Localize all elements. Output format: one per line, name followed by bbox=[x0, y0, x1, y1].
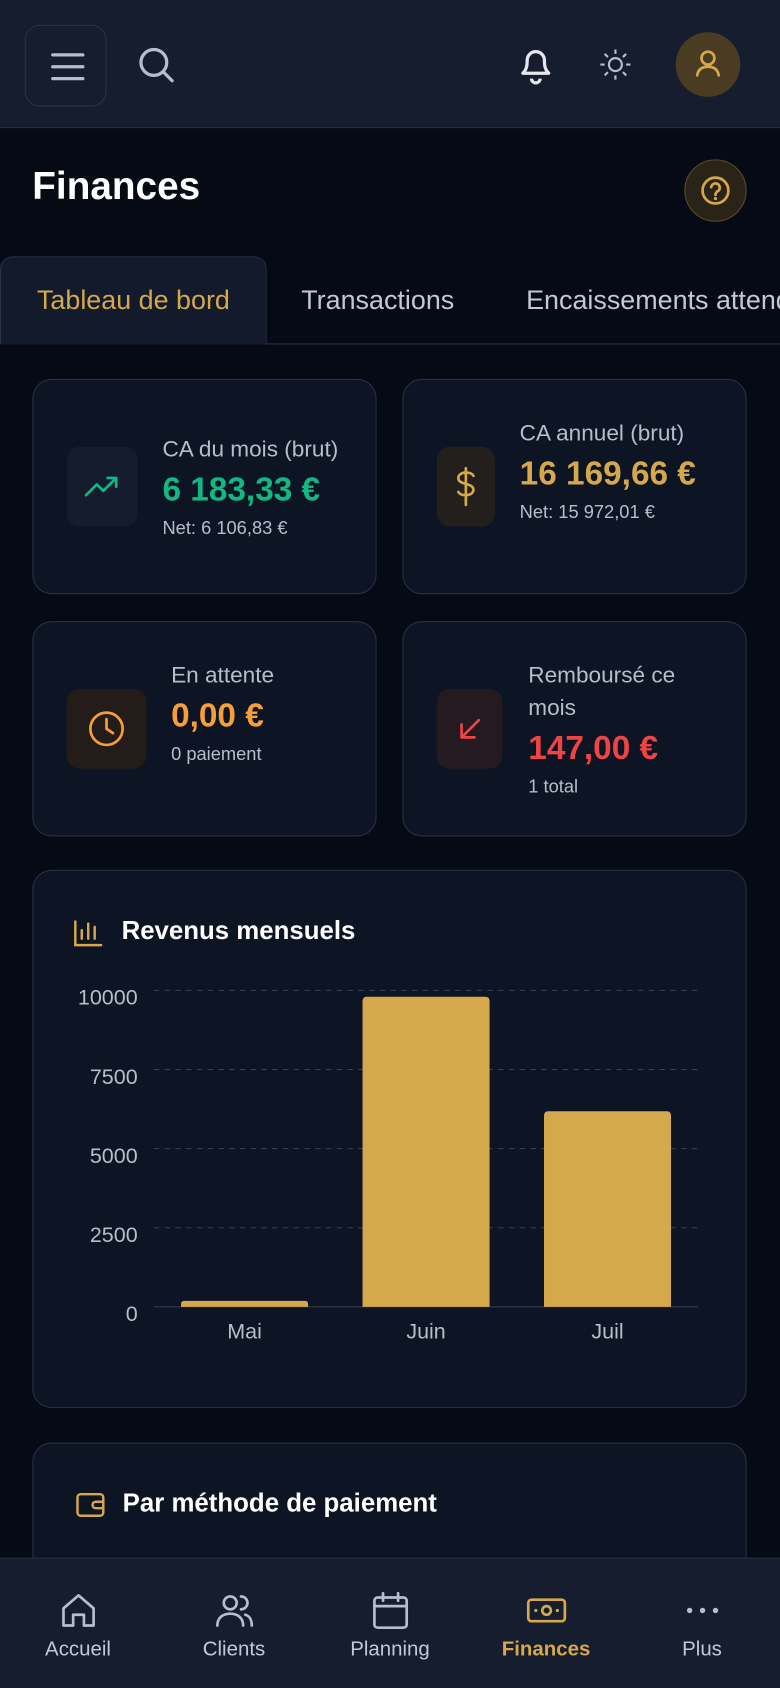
stat-value: 147,00 € bbox=[528, 728, 659, 767]
y-tick-label: 7500 bbox=[90, 1065, 138, 1089]
tab[interactable]: Encaissements attendus bbox=[526, 284, 780, 315]
y-tick-label: 5000 bbox=[90, 1144, 138, 1168]
nav-item[interactable]: Accueil bbox=[0, 1559, 156, 1688]
bottom-nav: Accueil Clients Planning Finances Plus bbox=[0, 1557, 780, 1688]
wallet-icon bbox=[76, 1492, 105, 1517]
stat-sub: 0 paiement bbox=[171, 743, 262, 765]
notifications-button[interactable] bbox=[514, 43, 557, 86]
refund-icon bbox=[436, 688, 503, 769]
menu-button[interactable] bbox=[24, 24, 107, 107]
page-title: Finances bbox=[32, 163, 201, 208]
chart-title: Revenus mensuels bbox=[122, 917, 356, 945]
search-button[interactable] bbox=[134, 43, 177, 86]
tab[interactable]: Transactions bbox=[301, 284, 455, 315]
stat-value: 0,00 € bbox=[171, 696, 264, 735]
bar bbox=[181, 1300, 309, 1307]
stat-label: Remboursé ce mois bbox=[528, 663, 676, 721]
nav-label: Planning bbox=[350, 1638, 430, 1662]
nav-label: Plus bbox=[682, 1638, 722, 1662]
tabs-border bbox=[0, 343, 780, 345]
nav-item-active[interactable]: Finances bbox=[468, 1559, 624, 1688]
stat-card: CA annuel (brut) 16 169,66 € Net: 15 972… bbox=[402, 378, 747, 595]
stat-label: En attente bbox=[171, 663, 275, 688]
nav-label: Finances bbox=[501, 1638, 591, 1662]
clock-icon bbox=[66, 688, 147, 769]
nav-item[interactable]: Planning bbox=[312, 1559, 468, 1688]
stat-card: CA du mois (brut) 6 183,33 € Net: 6 106,… bbox=[32, 378, 377, 595]
profile-button[interactable] bbox=[675, 32, 741, 97]
stat-value: 16 169,66 € bbox=[519, 454, 696, 492]
x-tick-label: Juin bbox=[406, 1319, 445, 1343]
chart: Revenus mensuels 0 2500 5000 7500 10000 Mai Ju… bbox=[74, 917, 699, 1343]
tab-active[interactable]: Tableau de bord bbox=[0, 256, 267, 345]
stat-label: CA du mois (brut) bbox=[162, 437, 339, 462]
bar bbox=[544, 1111, 672, 1307]
stat-value: 6 183,33 € bbox=[162, 470, 321, 509]
nav-label: Accueil bbox=[45, 1638, 111, 1662]
help-button[interactable] bbox=[684, 159, 747, 222]
nav-label: Clients bbox=[202, 1638, 266, 1662]
y-tick-label: 2500 bbox=[90, 1223, 138, 1247]
theme-button[interactable] bbox=[597, 46, 634, 83]
y-tick-label: 10000 bbox=[78, 986, 138, 1010]
y-tick-label: 0 bbox=[126, 1302, 138, 1326]
stat-card: En attente 0,00 € 0 paiement bbox=[32, 621, 377, 837]
bar bbox=[362, 996, 490, 1307]
chart-card: Revenus mensuels 0 2500 5000 7500 10000 Mai Ju… bbox=[32, 869, 747, 1409]
stat-sub: 1 total bbox=[528, 776, 579, 797]
section-title: Par méthode de paiement bbox=[122, 1488, 437, 1518]
x-tick-label: Juil bbox=[591, 1319, 623, 1343]
trend-icon bbox=[66, 446, 138, 527]
stat-sub: Net: 6 106,83 € bbox=[162, 517, 288, 539]
top-bar bbox=[0, 0, 780, 129]
chart-icon bbox=[74, 920, 103, 947]
stat-label: CA annuel (brut) bbox=[519, 420, 685, 446]
dollar-icon bbox=[436, 446, 495, 527]
nav-item[interactable]: Plus bbox=[624, 1559, 780, 1688]
x-tick-label: Mai bbox=[227, 1319, 262, 1343]
stat-sub: Net: 15 972,01 € bbox=[519, 501, 655, 523]
nav-item[interactable]: Clients bbox=[156, 1559, 312, 1688]
stat-card: Remboursé ce mois 147,00 € 1 total bbox=[402, 621, 747, 837]
